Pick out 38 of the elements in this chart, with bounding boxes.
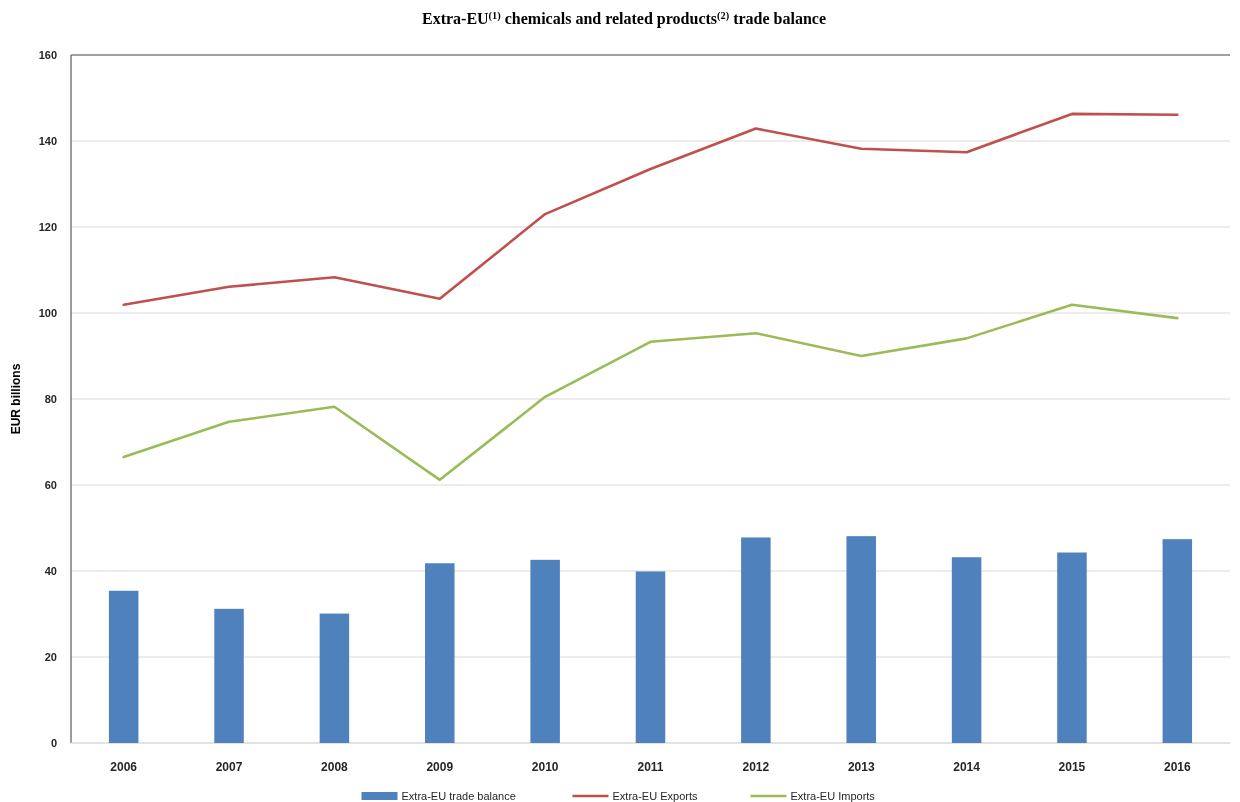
y-axis-title: EUR billions [9, 363, 23, 435]
x-tick-label: 2016 [1163, 760, 1191, 774]
legend-label: Extra-EU trade balance [401, 789, 516, 802]
chart-title: Extra-EU$^{(1)}$ chemicals and related products$^{(2)}$ trade balance [421, 9, 827, 28]
bar [214, 608, 244, 743]
y-tick-label: 140 [38, 134, 57, 147]
x-tick-label: 2013 [847, 760, 875, 774]
x-tick-label: 2007 [215, 760, 243, 774]
y-tick-label: 120 [38, 220, 57, 233]
x-tick-label: 2015 [1058, 760, 1086, 774]
bar [846, 536, 876, 743]
bar [1057, 552, 1087, 743]
bar [951, 557, 982, 743]
y-tick-label: 80 [44, 392, 57, 405]
bar [741, 537, 771, 743]
x-tick-label: 2008 [321, 760, 349, 774]
x-tick-label: 2006 [110, 760, 138, 774]
y-tick-label: 60 [44, 478, 57, 491]
bar [108, 590, 139, 743]
x-tick-label: 2010 [531, 760, 559, 774]
legend-label: Extra-EU Imports [790, 789, 876, 802]
x-tick-label: 2012 [742, 760, 770, 774]
bar [1162, 539, 1193, 743]
bar [425, 563, 455, 743]
line-series [122, 303, 1179, 482]
legend-label: Extra-EU Exports [612, 789, 698, 802]
bar [319, 613, 350, 743]
y-tick-label: 0 [50, 736, 57, 749]
y-tick-label: 20 [44, 650, 57, 663]
y-tick-label: 40 [44, 564, 57, 577]
line-series [122, 112, 1179, 307]
y-tick-label: 160 [38, 48, 57, 61]
bar [530, 559, 560, 743]
y-tick-label: 100 [38, 306, 57, 319]
bar [635, 571, 666, 743]
x-tick-label: 2014 [953, 760, 981, 774]
x-tick-label: 2009 [426, 760, 454, 774]
x-tick-label: 2011 [637, 760, 664, 774]
